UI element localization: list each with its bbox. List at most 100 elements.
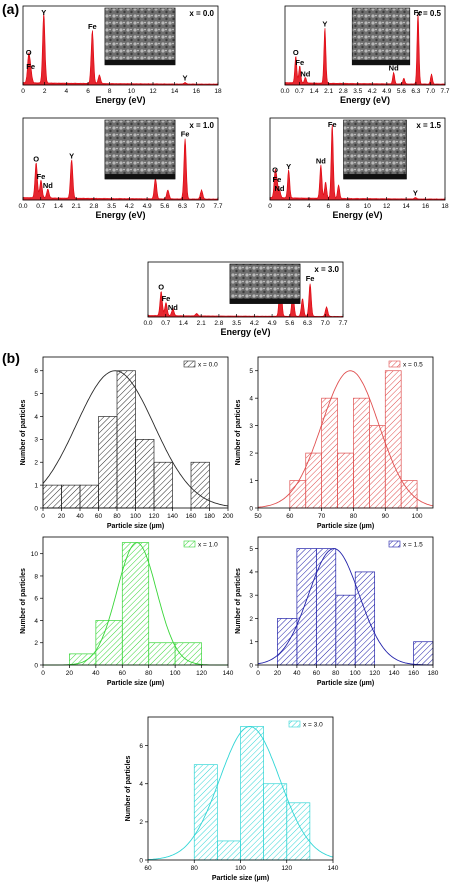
- y-axis-label: Number of particles: [20, 568, 27, 634]
- histogram-chart-5: 60 80 100 120 140 0 2 4 6 Particle size (µm) Numbe…: [125, 716, 339, 882]
- x-tick-label: 7.7: [440, 88, 449, 95]
- x-tick-label: 0: [21, 88, 25, 95]
- x-tick-label: 4.9: [268, 320, 277, 327]
- y-tick-label: 8: [34, 573, 38, 580]
- y-tick-label: 2: [34, 460, 38, 467]
- plot-frame: [284, 5, 446, 86]
- histogram-bar: [79, 484, 99, 509]
- histogram-chart-4: 0 20 40 60 80 100 120 140 160 180 0 1 2 3 4 5 Particle s…: [235, 536, 439, 687]
- histogram-bar: [296, 548, 317, 666]
- y-tick-label: 4: [34, 618, 38, 625]
- peak-label-y: Y: [286, 162, 291, 171]
- x-tick-label: 100: [235, 865, 246, 872]
- legend-label: x = 1.5: [403, 542, 423, 549]
- x-tick-label: 6: [327, 203, 331, 210]
- histogram-bar: [193, 764, 218, 861]
- normal-fit-curve: [43, 542, 228, 666]
- x-tick-label: 3.5: [232, 320, 241, 327]
- x-tick-label: 40: [92, 670, 100, 677]
- y-tick-label: 3: [249, 423, 253, 430]
- y-axis-label: Number of particles: [125, 756, 132, 822]
- y-tick-label: 0: [139, 857, 143, 864]
- y-tick-label: 2: [139, 819, 143, 826]
- y-tick-label: 2: [249, 450, 253, 457]
- edx-chart-3: 0.0 0.7 1.4 2.1 2.8 3.5 4.2 4.9 5.6 6.3 7.0 7.7 Ener…: [18, 117, 223, 220]
- x-tick-label: 0.7: [36, 203, 45, 210]
- x-tick-label: 4: [65, 88, 69, 95]
- plot-frame: [257, 356, 434, 509]
- histogram-bar: [289, 480, 307, 509]
- x-tick-label: 2.8: [214, 320, 223, 327]
- histogram-bar: [42, 484, 62, 509]
- x-tick-label: 100: [412, 513, 423, 520]
- edx-spectrum: [22, 138, 219, 201]
- peak-label-fe: Fe: [181, 129, 190, 138]
- x-tick-label: 4.9: [382, 88, 391, 95]
- y-tick-label: 5: [249, 368, 253, 375]
- x-tick-label: 8: [108, 88, 112, 95]
- y-tick-label: 4: [139, 781, 143, 788]
- x-tick-label: 7.0: [321, 320, 330, 327]
- edx-spectrum: [22, 12, 219, 86]
- peak-label-fe: Fe: [306, 274, 315, 283]
- sem-inset-image: [104, 119, 176, 180]
- x-tick-label: 40: [293, 670, 301, 677]
- legend-label: x = 0.5: [416, 9, 441, 18]
- x-tick-label: 120: [281, 865, 292, 872]
- histogram-bar: [135, 439, 155, 509]
- edx-spectrum: [269, 124, 446, 201]
- x-tick-label: 120: [196, 670, 207, 677]
- histogram-bar: [61, 484, 81, 509]
- peak-label-fe: Fe: [295, 58, 304, 67]
- x-tick-label: 200: [223, 513, 234, 520]
- x-tick-label: 40: [76, 513, 84, 520]
- x-tick-label: 0.0: [18, 203, 27, 210]
- x-tick-label: 120: [149, 513, 160, 520]
- y-tick-label: 10: [31, 551, 39, 558]
- histogram-bar: [369, 425, 386, 509]
- y-tick-label: 4: [249, 395, 253, 402]
- y-axis-label: Number of particles: [235, 400, 242, 466]
- histogram-bar: [277, 618, 298, 666]
- x-axis-label: Particle size (µm): [317, 523, 374, 530]
- peak-label-y: Y: [41, 8, 46, 17]
- peak-label-fe: Fe: [88, 22, 97, 31]
- legend-label: x = 0.0: [189, 9, 214, 18]
- x-tick-label: 180: [428, 670, 439, 677]
- x-tick-label: 16: [193, 88, 201, 95]
- peak-label-fe: Fe: [26, 62, 35, 71]
- normal-fit-curve: [147, 726, 334, 861]
- histogram-bar: [354, 571, 376, 666]
- x-tick-label: 0: [41, 513, 45, 520]
- legend-swatch: [183, 360, 196, 368]
- x-tick-label: 120: [369, 670, 380, 677]
- y-tick-label: 5: [249, 546, 253, 553]
- x-axis-label: Particle size (µm): [317, 680, 374, 687]
- x-axis-label: Particle size (µm): [107, 523, 164, 530]
- x-axis-label: Energy (eV): [332, 210, 382, 220]
- x-tick-label: 20: [66, 670, 74, 677]
- histogram-bar: [190, 461, 210, 509]
- x-tick-label: 0.0: [280, 88, 289, 95]
- x-tick-label: 0.0: [143, 320, 152, 327]
- peak-label-o: O: [293, 48, 299, 57]
- x-tick-label: 80: [113, 513, 121, 520]
- normal-fit-curve: [257, 370, 434, 508]
- x-tick-label: 7.7: [213, 203, 222, 210]
- x-tick-label: 160: [408, 670, 419, 677]
- peak-label-y: Y: [413, 189, 418, 198]
- x-tick-label: 18: [214, 88, 222, 95]
- peak-label-o: O: [33, 154, 39, 163]
- x-tick-label: 1.4: [310, 88, 319, 95]
- sem-inset-scalebar: [229, 298, 301, 304]
- x-tick-label: 6.3: [303, 320, 312, 327]
- x-tick-label: 7.7: [338, 320, 347, 327]
- x-tick-label: 12: [149, 88, 157, 95]
- x-tick-label: 80: [332, 670, 340, 677]
- histogram-bar: [337, 452, 354, 509]
- x-axis-label: Energy (eV): [220, 327, 270, 337]
- panel-label-a: (a): [2, 1, 19, 17]
- histogram-bar: [148, 642, 176, 666]
- legend-label: x = 3.0: [303, 722, 323, 729]
- peak-label-nd: Nd: [168, 303, 178, 312]
